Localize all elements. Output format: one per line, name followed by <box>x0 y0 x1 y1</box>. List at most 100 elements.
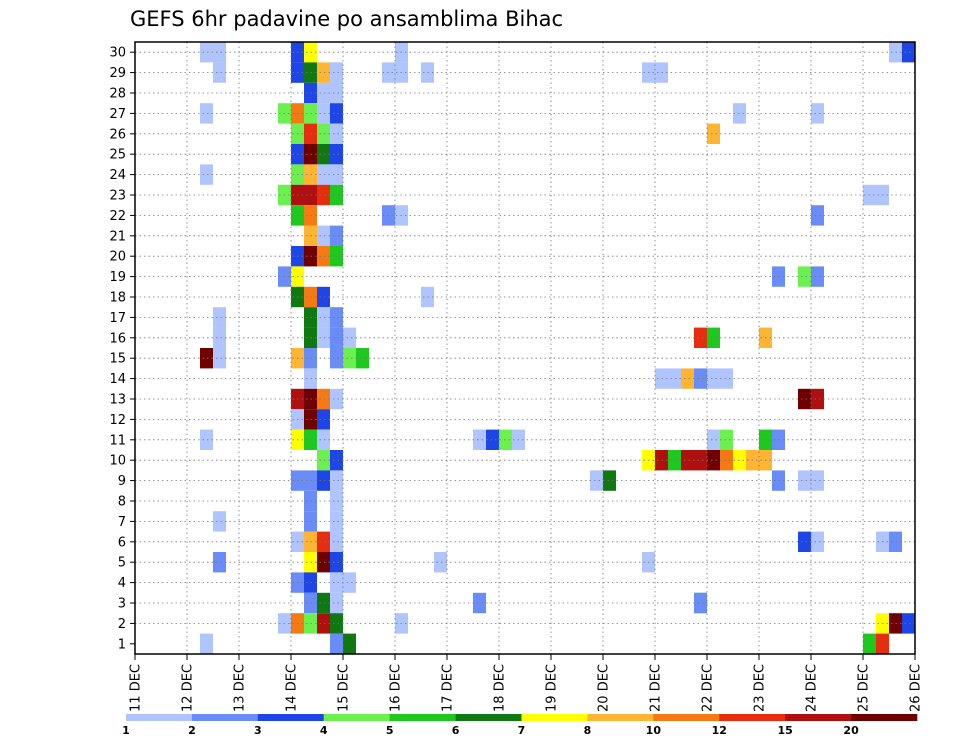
colorbar-label: 2 <box>188 724 196 737</box>
heatmap-cell <box>798 266 811 287</box>
heatmap-cell <box>330 633 343 654</box>
colorbar-label: 20 <box>843 724 859 737</box>
heatmap-cell <box>317 62 330 83</box>
x-tick-label: 13 DEC <box>233 664 248 712</box>
heatmap-cell <box>343 348 356 369</box>
heatmap-cell <box>317 327 330 348</box>
colorbar-label: 12 <box>712 724 727 737</box>
heatmap-cell <box>317 123 330 144</box>
y-tick-label: 28 <box>109 87 126 102</box>
y-tick-label: 18 <box>109 291 126 306</box>
heatmap-cell <box>330 490 343 512</box>
heatmap-cell <box>876 633 889 654</box>
heatmap-cell <box>317 286 330 308</box>
colorbar-label: 10 <box>646 724 662 737</box>
colorbar-label: 6 <box>452 724 460 737</box>
y-tick-label: 6 <box>118 535 126 550</box>
heatmap-cell <box>343 572 356 593</box>
grid-lines <box>135 42 915 654</box>
colorbar-label: 15 <box>778 724 793 737</box>
heatmap-cell <box>707 368 720 389</box>
heatmap-cell <box>473 592 486 614</box>
heatmap-cell <box>707 429 720 450</box>
y-tick-label: 30 <box>109 46 126 61</box>
heatmap-cell <box>330 62 343 83</box>
x-tick-label: 21 DEC <box>649 664 664 712</box>
colorbar-swatch <box>653 714 720 721</box>
x-tick-label: 20 DEC <box>597 664 612 712</box>
y-tick-label: 19 <box>109 270 126 285</box>
heatmap-cell <box>811 470 824 491</box>
x-tick-label: 26 DEC <box>909 664 924 712</box>
heatmap-cell <box>694 592 707 614</box>
y-tick-label: 17 <box>109 311 126 326</box>
y-tick-label: 22 <box>109 209 126 224</box>
heatmap-cell <box>330 388 343 410</box>
heatmap-cell <box>330 164 343 185</box>
heatmap-cell <box>330 531 343 552</box>
colorbar-label: 4 <box>320 724 328 737</box>
chart-title: GEFS 6hr padavine po ansamblima Bihac <box>130 7 563 31</box>
heatmap-cell <box>213 511 226 532</box>
heatmap-cell <box>603 470 616 491</box>
x-tick-label: 24 DEC <box>805 664 820 712</box>
heatmap-cell <box>694 450 707 471</box>
colorbar-swatch <box>389 714 456 721</box>
heatmap-cell <box>356 348 369 369</box>
heatmap-cell <box>213 327 226 348</box>
colorbar-swatch <box>785 714 852 721</box>
heatmap-cell <box>317 307 330 328</box>
heatmap-cell <box>200 348 213 369</box>
heatmap-cell <box>798 531 811 552</box>
colorbar: 1 2 3 4 5 6 7 8 10 12 15 20 <box>122 714 918 737</box>
y-tick-label: 3 <box>118 597 126 612</box>
heatmap-cell <box>330 225 343 246</box>
heatmap-cell <box>343 633 356 654</box>
heatmap-cell <box>330 144 343 165</box>
heatmap-cell <box>473 429 486 450</box>
heatmap-cell <box>200 42 213 63</box>
colorbar-swatch <box>323 714 390 721</box>
colorbar-label: 7 <box>518 724 526 737</box>
heatmap-cell <box>317 429 330 450</box>
heatmap-cell <box>317 184 330 206</box>
colorbar-swatch <box>719 714 786 721</box>
heatmap-cell <box>330 450 343 471</box>
heatmap-cell <box>200 164 213 185</box>
colorbar-swatch <box>521 714 588 721</box>
heatmap-cell <box>811 103 824 124</box>
colorbar-label: 5 <box>386 724 394 737</box>
y-tick-label: 11 <box>109 433 126 448</box>
heatmap-cell <box>720 450 733 471</box>
heatmap-cell <box>486 429 499 450</box>
heatmap-cell <box>330 511 343 532</box>
heatmap-cells <box>200 42 915 654</box>
y-axis: 1234567891011121314151617181920212223242… <box>109 46 135 652</box>
heatmap-cell <box>213 42 226 63</box>
heatmap-cell <box>330 307 343 328</box>
y-tick-label: 2 <box>118 617 126 632</box>
heatmap-cell <box>330 327 343 348</box>
heatmap-cell <box>330 592 343 614</box>
y-tick-label: 5 <box>118 556 126 571</box>
heatmap-cell <box>317 470 330 491</box>
plot-frame <box>134 41 916 655</box>
colorbar-swatch <box>191 714 259 721</box>
y-tick-label: 23 <box>109 189 126 204</box>
heatmap-cell <box>902 613 915 634</box>
y-tick-label: 25 <box>109 148 126 163</box>
heatmap-cell <box>681 368 694 389</box>
heatmap-cell <box>330 103 343 124</box>
heatmap-cell <box>317 246 330 267</box>
x-tick-label: 12 DEC <box>181 664 196 712</box>
colorbar-swatch <box>126 714 193 721</box>
heatmap-cell <box>668 368 681 389</box>
heatmap-cell <box>317 531 330 552</box>
heatmap-cell <box>317 103 330 124</box>
y-tick-label: 21 <box>109 229 126 244</box>
x-axis: 11 DEC 12 DEC 13 DEC 14 DEC 15 DEC 16 DEC 17 D… <box>129 654 924 712</box>
colorbar-swatch <box>587 714 654 721</box>
heatmap-cell <box>434 552 447 573</box>
heatmap-cell <box>330 82 343 104</box>
